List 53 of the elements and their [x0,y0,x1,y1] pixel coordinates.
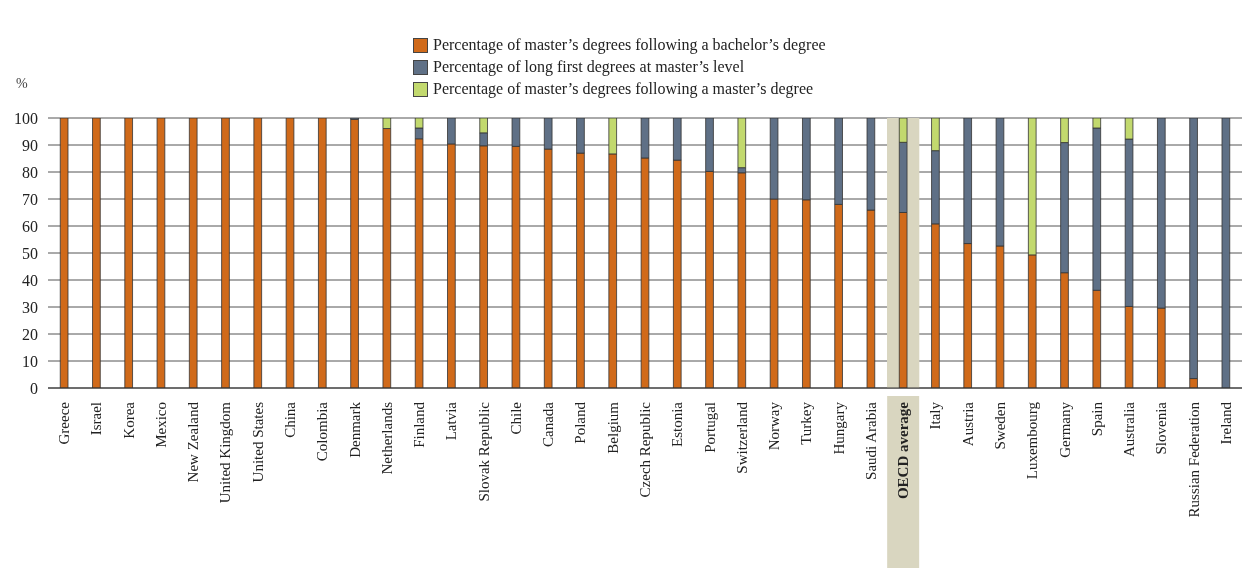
y-tick-label: 10 [22,352,38,370]
y-tick-label: 20 [22,325,38,343]
x-tick-label: Turkey [798,401,815,445]
x-tick-label: OECD average [895,401,912,500]
x-tick-label: United Kingdom [217,401,234,504]
x-tick-label: Slovak Republic [475,401,492,502]
y-tick-label: 30 [22,298,38,316]
x-tick-label: Netherlands [378,401,395,475]
y-tick-label: 40 [22,271,38,289]
y-tick-label: 80 [22,163,38,181]
x-tick-label: Czech Republic [637,401,653,498]
x-tick-label: Norway [766,401,783,451]
x-tick-label: Saudi Arabia [862,401,879,480]
x-tick-label: Austria [959,401,976,447]
y-tick-label: 70 [22,190,38,208]
x-tick-label: Slovenia [1153,401,1170,455]
x-tick-label: Ireland [1217,401,1234,445]
y-tick-label: 0 [30,379,38,397]
x-tick-label: Canada [540,401,557,447]
legend-label: Percentage of long first degrees at master’s level [433,58,745,76]
x-tick-label: New Zealand [185,401,202,483]
x-tick-label: Australia [1121,401,1138,457]
legend-label: Percentage of master’s degrees following a bachelor’s degree [433,36,826,54]
x-tick-label: Finland [411,401,428,448]
x-tick-label: Korea [120,401,137,439]
x-tick-label: Colombia [314,401,331,462]
x-tick-label: Israel [88,402,105,436]
y-tick-label: 60 [22,217,38,235]
x-tick-label: Latvia [443,401,460,441]
x-tick-label: Chile [507,401,524,435]
x-tick-label: Sweden [991,401,1008,450]
y-tick-label: 90 [22,136,38,154]
x-tick-label: Denmark [346,401,363,458]
x-tick-label: Italy [927,401,944,430]
x-tick-label: Spain [1088,401,1105,437]
x-tick-label: Poland [572,401,589,444]
y-axis-title: % [16,76,28,92]
x-tick-label: Belgium [604,401,621,454]
bar [737,118,747,169]
x-tick-label: United States [249,401,266,483]
x-tick-label: Hungary [830,401,847,455]
x-tick-label: Greece [56,401,73,445]
x-tick-label: Germany [1056,401,1073,458]
x-tick-label: Mexico [152,402,169,448]
x-tick-label: Portugal [701,402,718,453]
x-tick-label: Luxembourg [1024,401,1041,480]
x-tick-label: Estonia [669,401,686,447]
x-tick-label: China [282,401,299,438]
y-tick-label: 50 [22,244,38,262]
x-tick-label: Russian Federation [1185,401,1202,518]
legend-label: Percentage of master’s degrees following a master’s degree [433,80,814,98]
y-tick-label: 100 [14,109,38,127]
x-tick-label: Switzerland [733,401,750,474]
